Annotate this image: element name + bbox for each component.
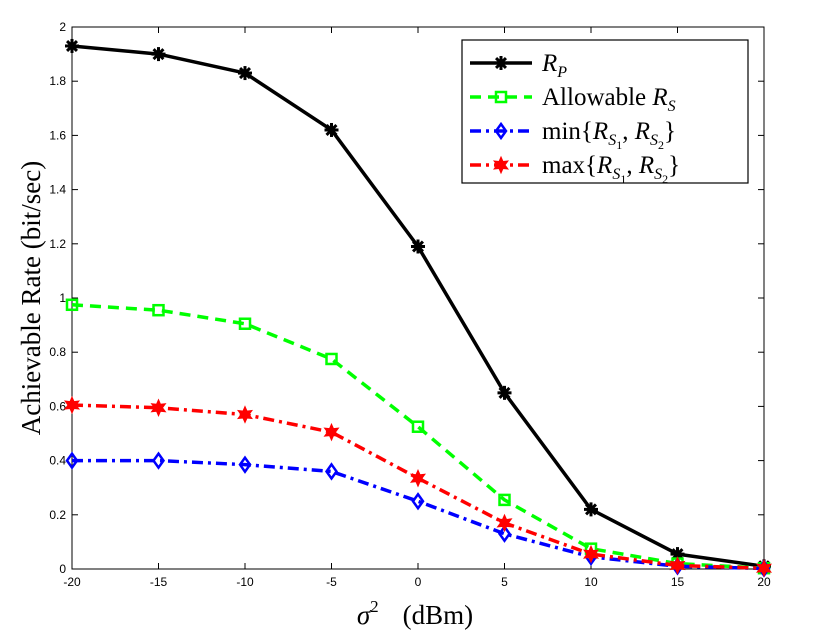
y-tick-label: 1.4 bbox=[49, 183, 66, 197]
data-point bbox=[63, 395, 81, 415]
data-point bbox=[65, 451, 79, 470]
x-axis-superscript: 2 bbox=[370, 597, 379, 616]
legend-label: RP bbox=[541, 50, 567, 81]
y-tick-label: 0 bbox=[59, 562, 66, 576]
data-point bbox=[582, 544, 600, 564]
x-tick-label: 0 bbox=[415, 575, 422, 589]
data-point bbox=[324, 462, 339, 481]
x-axis-symbol: σ bbox=[357, 600, 372, 630]
legend-label: min{RS1, RS2} bbox=[542, 118, 676, 152]
legend-label: Allowable RS bbox=[542, 84, 676, 115]
data-point bbox=[498, 493, 511, 507]
y-tick-label: 1.8 bbox=[49, 74, 66, 88]
legend-marker bbox=[494, 56, 508, 70]
x-tick-label: 20 bbox=[757, 575, 771, 589]
legend-entry: Allowable RS bbox=[470, 84, 676, 115]
data-point bbox=[323, 422, 340, 442]
y-tick-label: 0.4 bbox=[49, 454, 66, 468]
x-tick-label: 15 bbox=[671, 575, 685, 589]
series-3 bbox=[63, 395, 773, 578]
data-point bbox=[411, 239, 425, 254]
data-point bbox=[409, 468, 427, 488]
data-point bbox=[238, 455, 252, 474]
data-point bbox=[497, 385, 512, 400]
x-tick-label: -10 bbox=[236, 575, 254, 589]
x-axis-unit: (dBm) bbox=[403, 600, 474, 630]
legend: RP Allowable RS min{RS1, RS2}max{RS1, RS… bbox=[461, 39, 749, 186]
y-tick-label: 2 bbox=[59, 20, 66, 34]
x-tick-label: 5 bbox=[501, 575, 508, 589]
legend-entry: max{RS1, RS2} bbox=[470, 152, 680, 186]
legend-marker bbox=[492, 155, 510, 175]
data-point bbox=[584, 502, 598, 517]
series-layer bbox=[63, 38, 773, 578]
data-point bbox=[238, 317, 252, 330]
data-point bbox=[150, 398, 167, 417]
legend-label: max{RS1, RS2} bbox=[542, 152, 680, 186]
data-point bbox=[411, 420, 425, 433]
data-point bbox=[151, 47, 166, 62]
legend-marker bbox=[494, 121, 508, 141]
data-point bbox=[411, 492, 425, 511]
y-tick-label: 1 bbox=[59, 291, 66, 305]
legend-marker bbox=[494, 90, 508, 104]
x-tick-label: 10 bbox=[584, 575, 598, 589]
data-point bbox=[755, 558, 773, 578]
x-tick-label: -5 bbox=[326, 575, 337, 589]
data-point bbox=[669, 556, 686, 575]
axis-ticks: -20 -15 -10 -5 0 5 10 15 20 0 0.2 0.4 0.6 0.8 1 1.2 1.4 1… bbox=[49, 20, 771, 589]
data-point bbox=[65, 298, 79, 312]
legend-entry: RP bbox=[470, 50, 567, 81]
data-point bbox=[496, 513, 513, 533]
data-point bbox=[236, 405, 254, 424]
x-tick-label: -20 bbox=[63, 575, 81, 589]
y-tick-label: 0.2 bbox=[49, 508, 66, 522]
data-point bbox=[325, 352, 338, 366]
data-point bbox=[238, 66, 252, 81]
y-tick-label: 0.6 bbox=[49, 399, 66, 413]
series-line bbox=[71, 403, 765, 570]
data-point bbox=[497, 524, 512, 543]
y-tick-label: 1.2 bbox=[49, 237, 66, 251]
y-tick-label: 1.6 bbox=[49, 128, 66, 142]
y-tick-label: 0.8 bbox=[49, 345, 66, 359]
x-tick-label: -15 bbox=[150, 575, 168, 589]
legend-entry: min{RS1, RS2} bbox=[470, 118, 676, 152]
y-axis-label: Achievable Rate (bit/sec) bbox=[16, 161, 46, 435]
data-point bbox=[151, 451, 166, 470]
data-point bbox=[152, 303, 165, 317]
x-axis-label: σ2 (dBm) bbox=[357, 597, 473, 630]
data-point bbox=[324, 122, 339, 137]
series-line bbox=[71, 303, 765, 570]
data-point bbox=[65, 38, 79, 53]
